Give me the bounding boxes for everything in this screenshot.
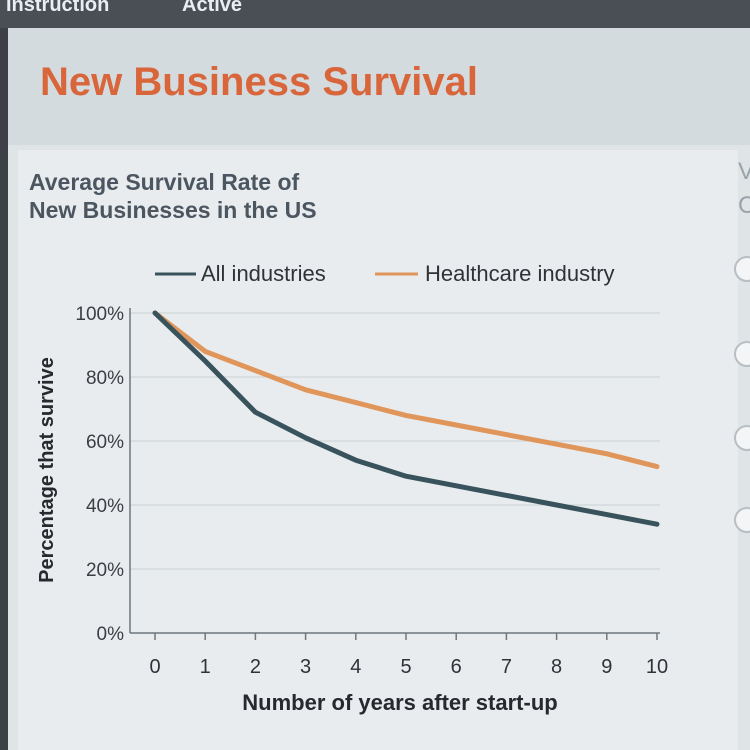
series-line xyxy=(152,310,660,527)
content-card: New Business Survival xyxy=(8,28,750,750)
page-title: New Business Survival xyxy=(40,60,478,104)
tab-instruction[interactable]: Instruction xyxy=(6,0,110,16)
x-tick-label: 6 xyxy=(451,656,462,678)
y-tick-label: 20% xyxy=(86,560,124,581)
x-tick-label: 9 xyxy=(601,656,612,678)
x-tick-label: 4 xyxy=(350,656,361,678)
series-line xyxy=(152,310,660,470)
chart-panel xyxy=(18,150,738,750)
right-panel-text: V xyxy=(738,158,750,185)
x-tick-label: 0 xyxy=(149,656,160,678)
x-tick-label: 8 xyxy=(551,656,562,678)
legend-label: All industries xyxy=(201,261,326,286)
x-tick-label: 3 xyxy=(300,656,311,678)
legend-label: Healthcare industry xyxy=(425,261,615,286)
x-tick-label: 1 xyxy=(200,656,211,678)
x-axis-label: Number of years after start-up xyxy=(242,690,557,715)
answer-radio-button[interactable] xyxy=(734,341,750,367)
x-tick-label: 10 xyxy=(646,656,668,678)
answer-radio-button[interactable] xyxy=(734,425,750,451)
page-header: New Business Survival xyxy=(8,28,750,145)
chart-title-line-1: Average Survival Rate of xyxy=(29,169,300,195)
x-tick-label: 7 xyxy=(501,656,512,678)
top-tab-strip: Instruction Active xyxy=(0,0,750,28)
chart-title-line-2: New Businesses in the US xyxy=(29,197,317,223)
y-tick-label: 0% xyxy=(97,624,125,645)
y-tick-label: 60% xyxy=(86,432,124,453)
x-tick-label: 2 xyxy=(250,656,261,678)
chart-title: Average Survival Rate of New Businesses … xyxy=(29,168,389,224)
tab-active[interactable]: Active xyxy=(182,0,243,16)
answer-radio-button[interactable] xyxy=(734,507,750,533)
y-tick-label: 40% xyxy=(86,496,124,517)
y-axis-label: Percentage that survive xyxy=(36,357,58,583)
x-tick-label: 5 xyxy=(400,656,411,678)
answer-radio-button[interactable] xyxy=(734,256,750,282)
right-panel-text: C xyxy=(738,192,750,219)
y-tick-label: 80% xyxy=(86,368,124,389)
y-tick-label: 100% xyxy=(75,304,124,325)
